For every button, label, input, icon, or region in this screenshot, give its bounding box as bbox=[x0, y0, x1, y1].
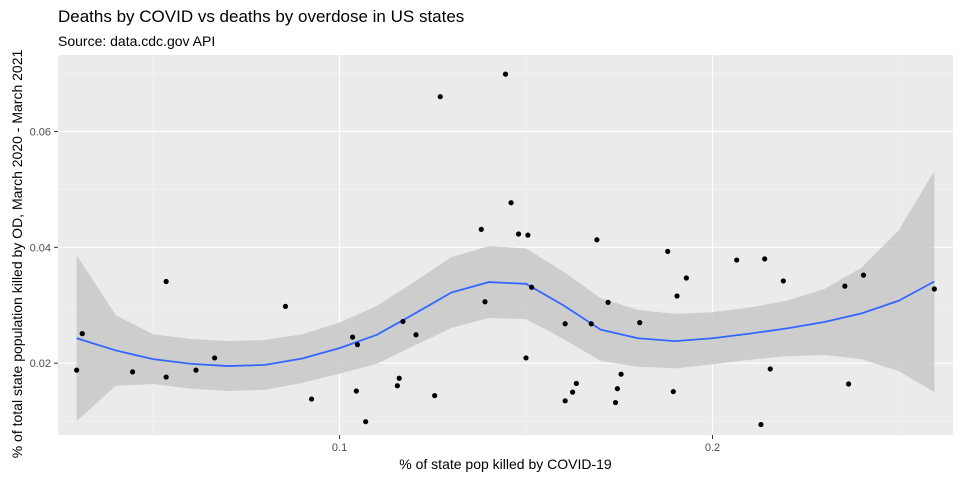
data-point bbox=[413, 332, 419, 338]
data-point bbox=[396, 375, 402, 381]
x-tick-label: 0.2 bbox=[705, 442, 720, 454]
data-point bbox=[515, 231, 522, 237]
smooth-line bbox=[76, 280, 935, 367]
data-point bbox=[780, 278, 786, 284]
data-point bbox=[758, 421, 764, 428]
data-point bbox=[767, 366, 773, 372]
data-point bbox=[618, 371, 624, 377]
data-point bbox=[931, 286, 937, 292]
data-point bbox=[350, 334, 356, 340]
data-point bbox=[363, 419, 369, 425]
y-axis-label: % of total state population killed by OD… bbox=[9, 49, 25, 459]
data-point bbox=[394, 383, 400, 389]
data-point bbox=[674, 293, 680, 299]
data-point bbox=[432, 393, 438, 399]
data-point bbox=[353, 388, 359, 394]
data-points bbox=[74, 71, 937, 428]
data-point bbox=[79, 331, 85, 337]
data-point bbox=[354, 342, 361, 348]
data-point bbox=[523, 355, 529, 361]
data-point bbox=[525, 232, 531, 238]
data-point bbox=[665, 248, 671, 254]
y-tick-label: 0.02 bbox=[30, 358, 51, 370]
data-point bbox=[562, 398, 568, 404]
data-point bbox=[614, 386, 620, 392]
data-point bbox=[562, 321, 568, 327]
data-point bbox=[842, 283, 848, 289]
data-point bbox=[637, 320, 643, 326]
data-point bbox=[605, 299, 611, 305]
data-point bbox=[670, 388, 676, 395]
data-point bbox=[308, 396, 315, 402]
data-point bbox=[683, 275, 689, 281]
data-point bbox=[508, 200, 514, 206]
data-point bbox=[845, 381, 852, 387]
data-point bbox=[860, 272, 867, 278]
data-point bbox=[612, 399, 619, 406]
data-point bbox=[482, 299, 488, 305]
data-point bbox=[762, 256, 768, 262]
data-point bbox=[437, 94, 443, 100]
x-axis-label: % of state pop killed by COVID-19 bbox=[399, 456, 612, 472]
data-point bbox=[478, 226, 484, 232]
axis-ticks: 0.1 0.2 0.02 0.04 0.06 bbox=[30, 126, 721, 454]
data-point bbox=[282, 303, 289, 310]
y-tick-label: 0.06 bbox=[30, 126, 51, 138]
data-point bbox=[570, 389, 576, 395]
data-point bbox=[163, 278, 169, 285]
data-point bbox=[734, 257, 740, 263]
data-point bbox=[588, 321, 594, 327]
data-point bbox=[502, 71, 509, 77]
data-point bbox=[163, 374, 169, 380]
data-point bbox=[212, 355, 218, 361]
data-point bbox=[529, 284, 535, 290]
data-point bbox=[594, 237, 600, 243]
data-point bbox=[193, 367, 199, 373]
chart-title: Deaths by COVID vs deaths by overdose in… bbox=[58, 7, 465, 26]
data-point bbox=[74, 367, 80, 373]
chart-subtitle: Source: data.cdc.gov API bbox=[58, 33, 216, 49]
data-point bbox=[129, 369, 136, 375]
y-tick-label: 0.04 bbox=[30, 242, 51, 254]
x-tick-label: 0.1 bbox=[332, 442, 347, 454]
data-point bbox=[400, 318, 406, 325]
confidence-band bbox=[76, 170, 935, 422]
data-point bbox=[573, 380, 579, 387]
